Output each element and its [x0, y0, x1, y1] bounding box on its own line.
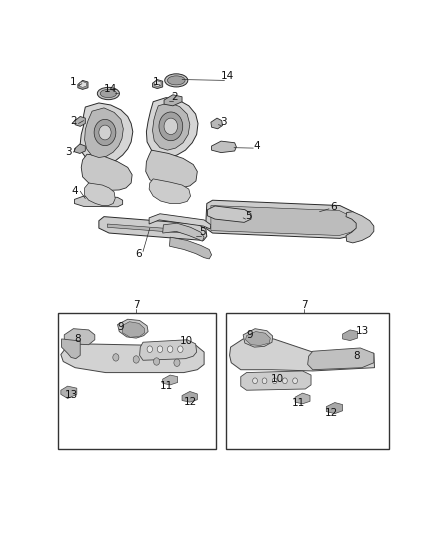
Polygon shape: [107, 224, 201, 237]
Ellipse shape: [165, 74, 188, 87]
Polygon shape: [149, 179, 191, 204]
Text: 4: 4: [254, 141, 260, 151]
Text: 2: 2: [171, 92, 177, 102]
Text: 7: 7: [301, 300, 307, 310]
Polygon shape: [162, 223, 204, 241]
Polygon shape: [61, 344, 204, 373]
Polygon shape: [212, 141, 237, 152]
Polygon shape: [206, 200, 362, 238]
Polygon shape: [99, 216, 207, 240]
Polygon shape: [81, 154, 132, 190]
Polygon shape: [146, 98, 198, 158]
Ellipse shape: [97, 87, 120, 100]
Text: 14: 14: [221, 71, 234, 81]
Polygon shape: [211, 118, 223, 129]
Text: 10: 10: [271, 374, 284, 384]
Bar: [58, 313, 216, 449]
Circle shape: [167, 346, 173, 352]
Text: 5: 5: [199, 227, 206, 237]
Text: 3: 3: [65, 147, 72, 157]
Circle shape: [293, 378, 297, 384]
Polygon shape: [211, 206, 359, 236]
Circle shape: [159, 112, 183, 141]
Ellipse shape: [167, 76, 185, 85]
Text: 8: 8: [74, 334, 81, 344]
Bar: [226, 313, 389, 449]
Text: 6: 6: [136, 248, 142, 259]
Polygon shape: [75, 117, 85, 126]
Polygon shape: [241, 371, 311, 390]
Text: 3: 3: [220, 117, 227, 127]
Polygon shape: [170, 237, 212, 259]
Circle shape: [253, 378, 258, 384]
Polygon shape: [154, 81, 161, 86]
Text: 1: 1: [152, 77, 159, 87]
Polygon shape: [140, 340, 197, 360]
Circle shape: [272, 378, 277, 384]
Text: 1: 1: [70, 77, 77, 87]
Circle shape: [113, 354, 119, 361]
Circle shape: [262, 378, 267, 384]
Circle shape: [94, 119, 116, 146]
Circle shape: [283, 378, 287, 384]
Text: 4: 4: [72, 186, 78, 196]
Circle shape: [174, 359, 180, 366]
Polygon shape: [117, 319, 148, 338]
Polygon shape: [74, 196, 123, 207]
Polygon shape: [307, 348, 374, 370]
Text: 12: 12: [184, 397, 197, 407]
Text: 9: 9: [247, 330, 253, 340]
Polygon shape: [78, 80, 88, 90]
Text: 9: 9: [118, 322, 124, 333]
Polygon shape: [295, 393, 310, 404]
Polygon shape: [208, 206, 251, 222]
Polygon shape: [182, 391, 197, 402]
Text: 6: 6: [330, 202, 336, 212]
Text: 12: 12: [325, 408, 339, 418]
Text: 13: 13: [65, 390, 78, 400]
Polygon shape: [343, 330, 357, 341]
Polygon shape: [246, 332, 270, 345]
Circle shape: [157, 346, 162, 352]
Polygon shape: [146, 150, 197, 188]
Ellipse shape: [100, 90, 117, 98]
Polygon shape: [346, 212, 374, 243]
Text: 2: 2: [70, 116, 77, 126]
Text: 14: 14: [104, 84, 117, 94]
Circle shape: [133, 356, 139, 363]
Polygon shape: [122, 322, 145, 337]
Polygon shape: [85, 108, 124, 158]
Text: 8: 8: [353, 351, 360, 361]
Circle shape: [154, 358, 159, 365]
Text: 10: 10: [180, 336, 193, 346]
Polygon shape: [80, 82, 86, 87]
Polygon shape: [152, 102, 190, 150]
Polygon shape: [152, 79, 162, 88]
Polygon shape: [74, 144, 85, 154]
Circle shape: [164, 118, 178, 134]
Polygon shape: [164, 95, 182, 106]
Polygon shape: [149, 214, 211, 229]
Polygon shape: [61, 386, 77, 399]
Polygon shape: [61, 339, 80, 359]
Circle shape: [178, 346, 183, 352]
Polygon shape: [230, 339, 374, 371]
Polygon shape: [243, 329, 273, 347]
Polygon shape: [64, 329, 95, 345]
Polygon shape: [85, 183, 115, 206]
Circle shape: [99, 125, 111, 140]
Text: 5: 5: [246, 211, 252, 221]
Text: 13: 13: [356, 326, 369, 336]
Circle shape: [147, 346, 152, 352]
Text: 7: 7: [133, 300, 140, 310]
Text: 11: 11: [159, 381, 173, 391]
Text: 11: 11: [292, 398, 305, 408]
Polygon shape: [162, 375, 178, 385]
Polygon shape: [80, 103, 133, 165]
Polygon shape: [326, 402, 343, 414]
